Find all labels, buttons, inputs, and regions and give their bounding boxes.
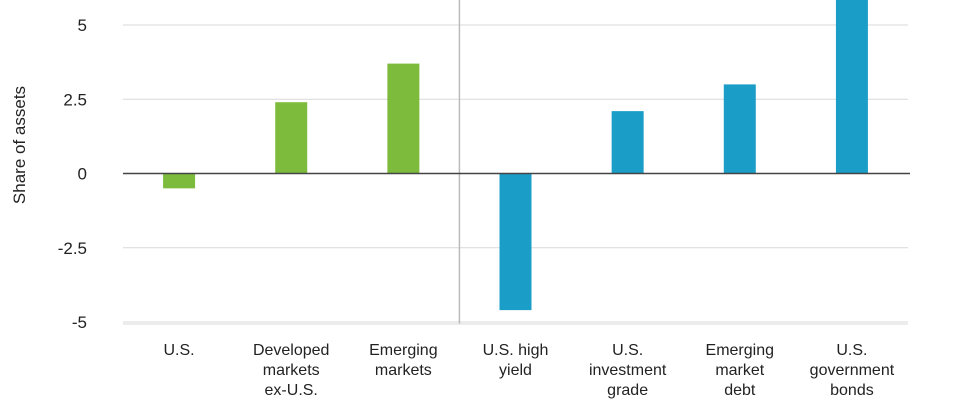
x-category-label-line: markets: [375, 362, 432, 379]
x-category-label-6: U.S. government bonds: [810, 342, 895, 399]
x-category-label-line: U.S. high: [483, 342, 549, 359]
x-category-label-line: government: [810, 362, 895, 379]
bar-0: [163, 173, 196, 189]
y-tick-labels: 5 2.5 0 -2.5 -5: [58, 16, 87, 332]
y-tick-label-2: 0: [78, 165, 87, 184]
x-category-labels: U.S. Developed markets ex-U.S. Emerging marke…: [164, 342, 895, 399]
x-category-label-3: U.S. high yield: [483, 342, 549, 379]
x-category-label-4: U.S. investment grade: [589, 342, 667, 399]
x-category-label-line: Emerging: [706, 342, 774, 359]
y-axis-title: Share of assets: [10, 86, 29, 204]
x-category-label-0: U.S.: [164, 342, 195, 359]
x-category-label-1: Developed markets ex-U.S.: [253, 342, 330, 399]
x-category-label-line: debt: [724, 382, 756, 399]
x-category-label-line: U.S.: [612, 342, 643, 359]
y-tick-label-3: -2.5: [58, 239, 87, 258]
x-category-label-line: U.S.: [836, 342, 867, 359]
bar-2: [387, 63, 420, 174]
x-category-label-2: Emerging markets: [369, 342, 437, 379]
x-category-label-line: market: [715, 362, 764, 379]
bars: [163, 0, 868, 311]
x-category-label-line: yield: [499, 362, 532, 379]
x-category-label-line: markets: [263, 362, 320, 379]
y-tick-label-4: -5: [72, 313, 87, 332]
bar-3: [499, 173, 532, 311]
x-category-label-line: Emerging: [369, 342, 437, 359]
y-tick-label-1: 2.5: [63, 90, 87, 109]
x-category-label-line: grade: [607, 382, 648, 399]
bar-1: [275, 102, 308, 174]
x-category-label-line: ex-U.S.: [265, 382, 318, 399]
bar-5: [723, 84, 756, 174]
x-category-label-line: bonds: [830, 382, 874, 399]
bar-6: [835, 0, 868, 174]
x-category-label-line: investment: [589, 362, 667, 379]
x-category-label-line: U.S.: [164, 342, 195, 359]
x-category-label-5: Emerging market debt: [706, 342, 774, 399]
y-tick-label-0: 5: [78, 16, 87, 35]
axes: [123, 172, 910, 325]
x-category-label-line: Developed: [253, 342, 330, 359]
bar-4: [611, 111, 644, 174]
